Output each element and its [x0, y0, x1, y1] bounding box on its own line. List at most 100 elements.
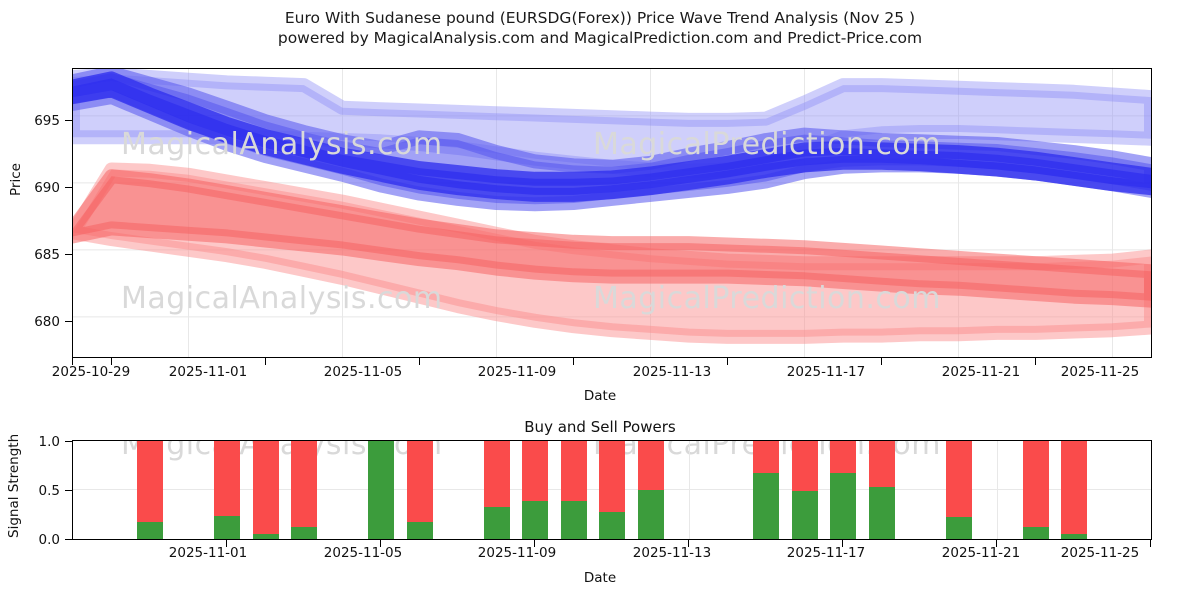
price-xtick-mark: [110, 358, 112, 365]
signal-bar[interactable]: [1061, 441, 1087, 539]
signal-bar[interactable]: [868, 441, 895, 539]
signal-bar[interactable]: [406, 441, 433, 539]
signal-bar[interactable]: [214, 441, 240, 539]
buy-power-segment: [753, 473, 779, 539]
price-xtick-1: 2025-11-01: [168, 364, 248, 380]
buy-power-segment: [945, 517, 972, 539]
buy-power-segment: [637, 490, 664, 539]
buy-power-segment: [830, 473, 856, 539]
signal-bar[interactable]: [637, 441, 664, 539]
sell-power-segment: [945, 441, 972, 518]
signal-bar[interactable]: [252, 441, 279, 539]
sell-power-segment: [560, 441, 587, 501]
signal-chart-title: Buy and Sell Powers: [524, 418, 676, 436]
signal-xtick-6: 2025-11-25: [1060, 545, 1140, 561]
signal-xtick-mark: [534, 540, 535, 547]
buy-power-segment: [1022, 527, 1049, 539]
signal-xtick-mark: [842, 540, 843, 547]
price-ytick-mark: [65, 254, 72, 255]
signal-xtick-0: 2025-11-01: [168, 545, 248, 561]
price-xtick-mark: [880, 358, 882, 365]
price-ytick-mark: [65, 120, 72, 121]
signal-ytick-05: 0.5: [38, 483, 60, 499]
page-subtitle: powered by MagicalAnalysis.com and Magic…: [277, 29, 923, 48]
buy-power-segment: [406, 522, 433, 539]
signal-y-axis-label: Signal Strength: [6, 433, 22, 538]
price-xtick-mark: [572, 358, 574, 365]
watermark-magicalanalysis-signal: MagicalAnalysis.com: [121, 440, 443, 462]
signal-bar[interactable]: [599, 441, 625, 539]
signal-xtick-1: 2025-11-05: [323, 545, 403, 561]
signal-xtick-mark: [688, 540, 689, 547]
signal-xtick-5: 2025-11-21: [941, 545, 1021, 561]
signal-xtick-4: 2025-11-17: [786, 545, 866, 561]
buy-power-segment: [291, 527, 317, 539]
price-wave-chart: MagicalAnalysis.com MagicalPrediction.co…: [72, 68, 1152, 358]
price-x-axis-label: Date: [583, 388, 617, 404]
signal-ytick-1: 1.0: [38, 434, 60, 450]
price-band-resistance-band-inner: [73, 71, 1151, 202]
price-xtick-6: 2025-11-21: [941, 364, 1021, 380]
signal-xtick-2: 2025-11-09: [477, 545, 557, 561]
buy-power-segment: [868, 487, 895, 539]
sell-power-segment: [291, 441, 317, 528]
price-ytick-mark: [65, 321, 72, 322]
buy-sell-powers-chart: MagicalAnalysis.com MagicalPrediction.co…: [72, 440, 1152, 540]
buy-power-segment: [368, 441, 394, 539]
buy-power-segment: [791, 490, 818, 539]
buy-power-segment: [483, 506, 510, 539]
signal-gridline-v: [689, 441, 690, 539]
price-xtick-7: 2025-11-25: [1060, 364, 1140, 380]
sell-power-segment: [753, 441, 779, 474]
signal-xtick-3: 2025-11-13: [632, 545, 712, 561]
price-xtick-5: 2025-11-17: [786, 364, 866, 380]
signal-bar[interactable]: [522, 441, 548, 539]
signal-bar[interactable]: [137, 441, 163, 539]
price-xtick-3: 2025-11-09: [477, 364, 557, 380]
signal-ytick-mark: [65, 539, 72, 540]
signal-bar[interactable]: [830, 441, 856, 539]
price-band-support-band-mid: [73, 169, 1151, 308]
price-ytick-mark: [65, 187, 72, 188]
signal-bar[interactable]: [945, 441, 972, 539]
sell-power-segment: [637, 441, 664, 490]
sell-power-segment: [406, 441, 433, 523]
price-ytick-685: 685: [34, 247, 60, 263]
price-ytick-690: 690: [34, 180, 60, 196]
signal-bar[interactable]: [1022, 441, 1049, 539]
buy-power-segment: [214, 516, 240, 539]
signal-xtick-mark: [380, 540, 381, 547]
buy-power-segment: [252, 534, 279, 539]
sell-power-segment: [599, 441, 625, 512]
sell-power-segment: [483, 441, 510, 507]
price-xtick-2: 2025-11-05: [323, 364, 403, 380]
signal-xtick-mark: [226, 540, 227, 547]
signal-gridline-v: [997, 441, 998, 539]
buy-power-segment: [522, 500, 548, 539]
price-xtick-4: 2025-11-13: [632, 364, 712, 380]
buy-power-segment: [1061, 534, 1087, 539]
signal-bar[interactable]: [483, 441, 510, 539]
sell-power-segment: [252, 441, 279, 535]
signal-bar[interactable]: [753, 441, 779, 539]
signal-bar[interactable]: [560, 441, 587, 539]
signal-ytick-mark: [65, 441, 72, 442]
sell-power-segment: [1061, 441, 1087, 535]
sell-power-segment: [830, 441, 856, 474]
signal-xtick-mark: [1150, 540, 1151, 547]
signal-xtick-mark: [996, 540, 997, 547]
signal-bar[interactable]: [791, 441, 818, 539]
sell-power-segment: [868, 441, 895, 488]
signal-bar[interactable]: [368, 441, 394, 539]
sell-power-segment: [791, 441, 818, 491]
signal-bar[interactable]: [291, 441, 317, 539]
price-xtick-mark: [72, 358, 73, 365]
buy-power-segment: [599, 511, 625, 539]
signal-gridline-v: [1151, 441, 1152, 539]
price-ytick-680: 680: [34, 314, 60, 330]
price-y-axis-label: Price: [8, 163, 24, 196]
signal-ytick-0: 0.0: [38, 532, 60, 548]
signal-ytick-mark: [65, 490, 72, 491]
price-xtick-mark: [1034, 358, 1036, 365]
